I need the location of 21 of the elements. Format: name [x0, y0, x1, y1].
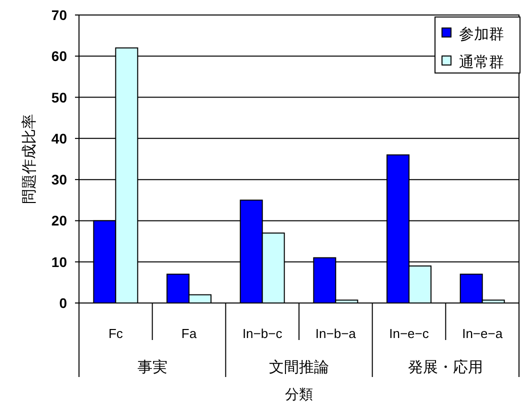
text: 発展・応用: [408, 359, 484, 376]
x-tick-label: In−b−a: [315, 326, 357, 341]
y-tick-label: 30: [51, 172, 68, 188]
text: 文間推論: [269, 359, 329, 376]
y-tick-label: 0: [59, 295, 68, 311]
x-axis-title: 分類: [285, 386, 313, 402]
y-axis-title: 問題作成比率: [21, 114, 38, 204]
x-tick-label: Fc: [108, 326, 124, 341]
y-tick-label: 40: [51, 130, 68, 146]
legend-label: 参加群: [459, 26, 504, 43]
legend-label: 通常群: [459, 54, 504, 71]
x-tick-label: In−e−a: [462, 326, 504, 341]
y-tick-label: 20: [51, 212, 68, 229]
x-tick-label: In−e−c: [389, 326, 430, 341]
y-tick-label: 50: [51, 89, 68, 106]
text: 事実: [137, 359, 168, 376]
x-tick-label: In−b−c: [242, 326, 283, 341]
y-tick-label: 60: [51, 48, 68, 64]
x-tick-label: Fa: [181, 326, 198, 341]
y-tick-label: 10: [51, 254, 68, 270]
y-tick-label: 70: [51, 7, 68, 23]
